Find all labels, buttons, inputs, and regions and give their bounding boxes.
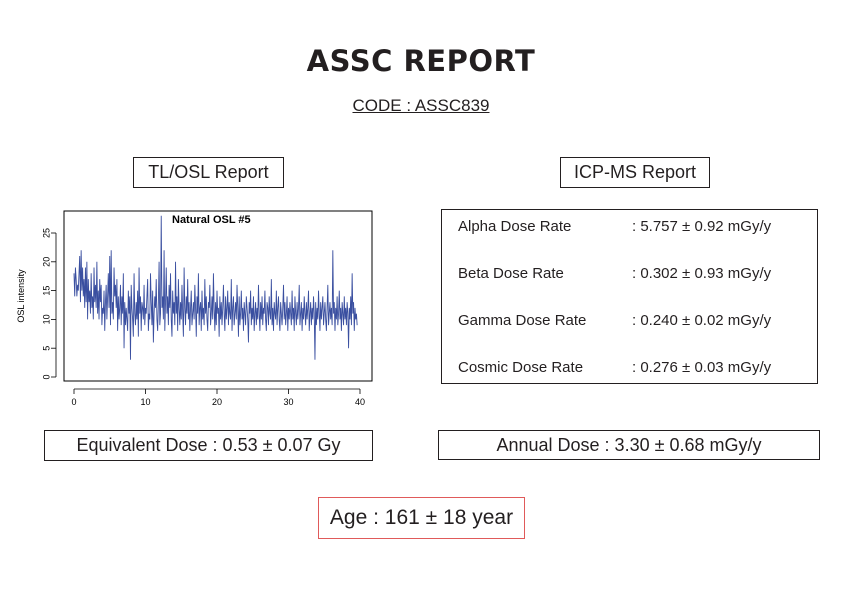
dose-label: Alpha Dose Rate [458, 218, 572, 235]
x-tick-label: 30 [283, 397, 293, 407]
y-tick-label: 0 [41, 374, 51, 379]
x-tick-label: 10 [140, 397, 150, 407]
dose-value: : 0.276 ± 0.03 mGy/y [632, 359, 772, 376]
y-axis-label: OSL intensity [16, 269, 26, 323]
y-tick-label: 15 [41, 286, 51, 296]
y-tick-label: 10 [41, 314, 51, 324]
annual-dose-box: Annual Dose : 3.30 ± 0.68 mGy/y [438, 430, 820, 460]
dose-label: Beta Dose Rate [458, 265, 564, 282]
dose-value: : 0.302 ± 0.93 mGy/y [632, 265, 772, 282]
dose-value: : 0.240 ± 0.02 mGy/y [632, 312, 772, 329]
icp-ms-heading: ICP-MS Report [560, 157, 710, 188]
report-title: ASSC REPORT [306, 44, 536, 78]
series-line [73, 215, 358, 360]
report-code: CODE : ASSC839 [0, 96, 842, 116]
y-tick-label: 5 [41, 346, 51, 351]
x-tick-label: 0 [71, 397, 76, 407]
osl-chart: 0 10 20 30 40 0 5 10 15 20 25 OSL intensity Natural … [14, 205, 374, 415]
osl-chart-svg: 0 10 20 30 40 0 5 10 15 20 25 OSL intensity Natural … [16, 210, 373, 407]
age-result-box: Age : 161 ± 18 year [318, 497, 525, 539]
icp-ms-table: Alpha Dose Rate : 5.757 ± 0.92 mGy/y Bet… [441, 209, 818, 384]
report-code-text: CODE : ASSC839 [352, 96, 490, 115]
y-tick-label: 20 [41, 257, 51, 267]
tl-osl-heading: TL/OSL Report [133, 157, 284, 188]
x-tick-label: 40 [355, 397, 365, 407]
chart-title: Natural OSL #5 [172, 214, 251, 226]
y-tick-label: 25 [41, 228, 51, 238]
plot-frame [63, 210, 373, 382]
dose-value: : 5.757 ± 0.92 mGy/y [632, 218, 772, 235]
dose-label: Gamma Dose Rate [458, 312, 587, 329]
equivalent-dose-box: Equivalent Dose : 0.53 ± 0.07 Gy [44, 430, 373, 461]
dose-label: Cosmic Dose Rate [458, 359, 584, 376]
x-tick-label: 20 [212, 397, 222, 407]
